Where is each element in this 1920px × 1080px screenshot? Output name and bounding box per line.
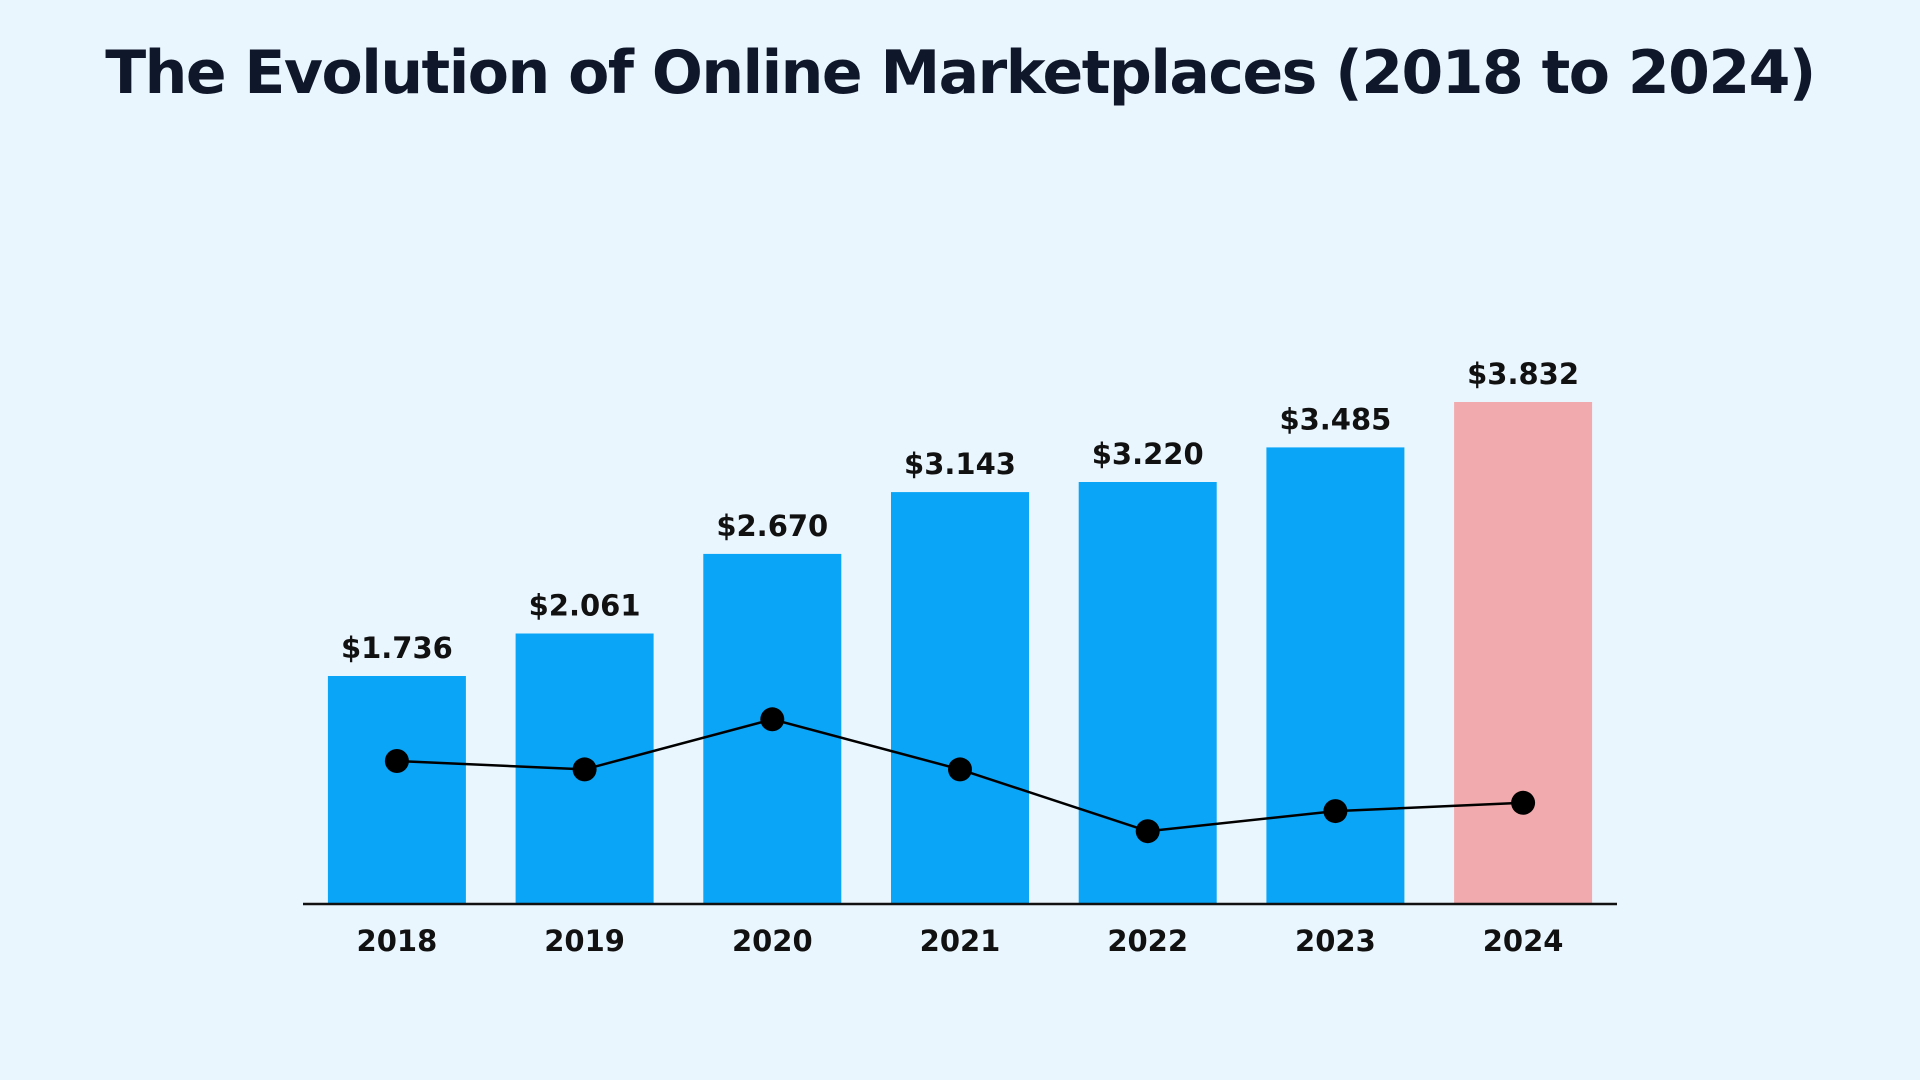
x-tick-label-2024: 2024 bbox=[1483, 924, 1564, 958]
bar-2024 bbox=[1454, 402, 1593, 903]
value-label-2020: $2.670 bbox=[716, 509, 828, 543]
value-label-2019: $2.061 bbox=[529, 589, 641, 623]
value-label-2021: $3.143 bbox=[904, 447, 1016, 481]
bar-2021 bbox=[891, 492, 1029, 903]
chart-title: The Evolution of Online Marketplaces (20… bbox=[105, 38, 1816, 108]
value-label-2024: $3.832 bbox=[1467, 357, 1579, 391]
x-tick-label-2018: 2018 bbox=[357, 924, 438, 958]
value-label-2023: $3.485 bbox=[1279, 402, 1391, 436]
bar-2023 bbox=[1266, 447, 1405, 903]
line-point-2020 bbox=[760, 707, 785, 732]
bars bbox=[327, 402, 1593, 903]
value-label-2022: $3.220 bbox=[1092, 437, 1204, 471]
x-tick-label-2019: 2019 bbox=[544, 924, 625, 958]
line-point-2021 bbox=[948, 757, 972, 782]
x-tick-label-2022: 2022 bbox=[1107, 924, 1188, 958]
bar-2018 bbox=[327, 676, 466, 903]
line-point-2023 bbox=[1323, 799, 1348, 824]
value-labels: $1.736 $2.061 $2.670 $3.143 $3.220 $3.485 $3.8… bbox=[341, 357, 1579, 665]
value-label-2018: $1.736 bbox=[341, 631, 453, 665]
line-point-2022 bbox=[1135, 819, 1160, 844]
x-tick-labels: 2018 2019 2020 2021 2022 2023 2024 bbox=[357, 924, 1564, 958]
x-tick-label-2023: 2023 bbox=[1295, 924, 1376, 958]
line-point-2019 bbox=[572, 757, 597, 782]
x-tick-label-2021: 2021 bbox=[920, 924, 1001, 958]
line-point-2024 bbox=[1511, 790, 1536, 815]
x-tick-label-2020: 2020 bbox=[732, 924, 813, 958]
line-overlay bbox=[384, 707, 1536, 844]
line-point-2018 bbox=[384, 749, 409, 773]
